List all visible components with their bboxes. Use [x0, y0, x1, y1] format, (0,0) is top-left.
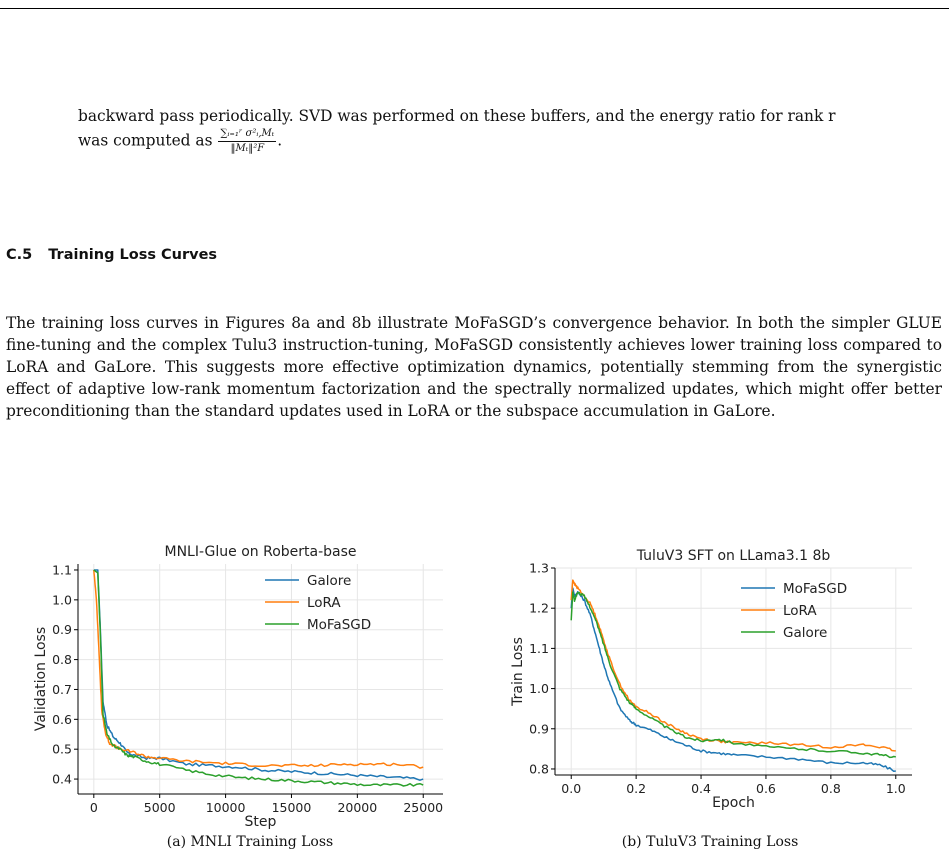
fraction-numerator: ∑ᵢ₌₁ʳ σ²ᵢ,Mₜ — [218, 128, 277, 142]
legend-label: LoRA — [307, 595, 341, 611]
chart-title: MNLI-Glue on Roberta-base — [164, 544, 356, 560]
energy-ratio-fraction: ∑ᵢ₌₁ʳ σ²ᵢ,Mₜ ‖Mₜ‖²F — [218, 128, 277, 155]
y-tick-label: 1.1 — [529, 641, 549, 656]
y-tick-label: 1.3 — [529, 561, 549, 576]
y-tick-label: 0.8 — [52, 652, 72, 667]
series-line-lora — [570, 579, 896, 752]
paragraph-energy-ratio: backward pass periodically. SVD was perf… — [78, 104, 946, 155]
x-tick-label: 0.0 — [561, 781, 581, 796]
x-tick-label: 5000 — [144, 800, 176, 815]
section-number: C.5 — [6, 247, 33, 263]
x-tick-label: 10000 — [206, 800, 246, 815]
legend-label: MoFaSGD — [307, 617, 371, 633]
chart-tulu-loss: TuluV3 SFT on LLama3.1 8b 0.0 0.2 0.4 0.6 0.8… — [510, 548, 912, 811]
chart-title: TuluV3 SFT on LLama3.1 8b — [636, 548, 831, 564]
legend-label: LoRA — [783, 603, 817, 619]
y-tick-label: 0.9 — [52, 622, 72, 637]
x-tick-label: 0.2 — [626, 781, 646, 796]
y-axis-label: Validation Loss — [33, 627, 49, 731]
paragraph-line1: backward pass periodically. SVD was perf… — [78, 107, 836, 125]
series-line-galore — [570, 591, 896, 759]
y-tick-label: 0.5 — [52, 742, 72, 757]
fraction-denominator: ‖Mₜ‖²F — [230, 143, 265, 154]
x-tick-label: 0.6 — [756, 781, 776, 796]
section-title: Training Loss Curves — [48, 247, 218, 263]
x-tick-label: 0 — [90, 800, 98, 815]
x-tick-label: 0.8 — [821, 781, 841, 796]
y-tick-label: 1.2 — [529, 601, 549, 616]
paragraph-loss-curves: The training loss curves in Figures 8a a… — [6, 314, 942, 420]
y-tick-label: 1.1 — [52, 562, 72, 577]
y-tick-label: 1.0 — [52, 592, 72, 607]
y-tick-label: 0.8 — [529, 761, 549, 776]
caption-a: (a) MNLI Training Loss — [166, 834, 334, 850]
series-line-lora — [93, 569, 424, 769]
figure-tulu: TuluV3 SFT on LLama3.1 8b 0.0 0.2 0.4 0.6 0.8… — [478, 536, 949, 826]
chart-mnli-loss: MNLI-Glue on Roberta-base 0 5000 10000 15000… — [33, 544, 443, 830]
legend-label: MoFaSGD — [783, 581, 847, 597]
x-tick-label: 15000 — [272, 800, 312, 815]
x-tick-label: 20000 — [337, 800, 377, 815]
y-tick-label: 0.9 — [529, 721, 549, 736]
series-line-galore — [93, 569, 424, 781]
y-tick-label: 0.6 — [52, 712, 72, 727]
paragraph-line2-prefix: was computed as — [78, 131, 213, 150]
legend-label: Galore — [307, 573, 351, 589]
y-tick-label: 0.7 — [52, 682, 72, 697]
series-line-mofasgd — [570, 587, 896, 773]
x-tick-label: 25000 — [403, 800, 443, 815]
x-tick-label: 1.0 — [886, 781, 906, 796]
paragraph-line2-suffix: . — [277, 131, 283, 150]
caption-b: (b) TuluV3 Training Loss — [621, 834, 799, 850]
y-tick-label: 1.0 — [529, 681, 549, 696]
top-rule — [0, 8, 949, 9]
x-axis-label: Epoch — [712, 795, 755, 811]
y-axis-label: Train Loss — [510, 637, 526, 707]
x-axis-label: Step — [245, 814, 277, 830]
y-tick-label: 0.4 — [52, 772, 72, 787]
legend-label: Galore — [783, 625, 827, 641]
series-line-mofasgd — [93, 569, 424, 787]
x-tick-label: 0.4 — [691, 781, 711, 796]
figure-mnli: MNLI-Glue on Roberta-base 0 5000 10000 15000… — [0, 536, 460, 830]
section-heading: C.5 Training Loss Curves — [6, 247, 217, 263]
